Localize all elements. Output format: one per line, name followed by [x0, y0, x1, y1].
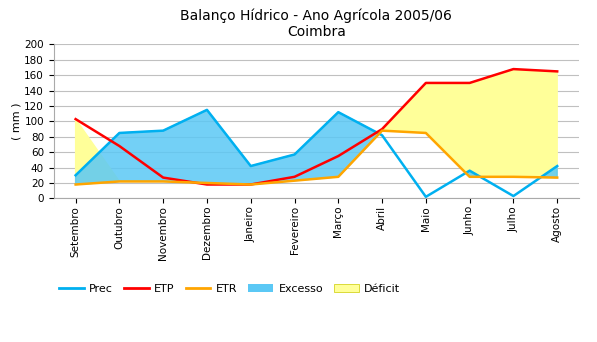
ETR	[378, 129, 386, 133]
Prec	[335, 110, 342, 114]
Prec	[204, 108, 211, 112]
ETP	[291, 175, 298, 179]
Legend: Prec, ETP, ETR, Excesso, Déficit: Prec, ETP, ETR, Excesso, Déficit	[59, 284, 401, 294]
ETR	[247, 183, 254, 187]
Title: Balanço Hídrico - Ano Agrícola 2005/06
Coimbra: Balanço Hídrico - Ano Agrícola 2005/06 C…	[180, 9, 453, 39]
ETR	[335, 175, 342, 179]
ETP	[204, 183, 211, 187]
ETP	[72, 117, 79, 121]
ETR	[422, 131, 429, 135]
ETP	[510, 67, 517, 71]
ETR	[466, 175, 473, 179]
ETP	[247, 183, 254, 187]
ETP	[422, 81, 429, 85]
Prec	[466, 169, 473, 173]
ETR	[159, 180, 167, 184]
ETR	[291, 179, 298, 183]
Prec	[291, 153, 298, 157]
Prec	[116, 131, 123, 135]
Prec	[247, 164, 254, 168]
ETP	[553, 69, 561, 74]
Prec	[510, 194, 517, 198]
ETP	[116, 144, 123, 148]
Prec	[72, 173, 79, 177]
ETP	[378, 127, 386, 131]
Line: ETP: ETP	[76, 69, 557, 185]
Prec	[378, 133, 386, 137]
ETP	[335, 154, 342, 158]
Prec	[159, 129, 167, 133]
ETR	[116, 180, 123, 184]
Y-axis label: ( mm ): ( mm )	[11, 103, 21, 140]
ETR	[510, 175, 517, 179]
ETP	[466, 81, 473, 85]
Line: Prec: Prec	[76, 110, 557, 197]
Line: ETR: ETR	[76, 131, 557, 185]
Prec	[553, 164, 561, 168]
ETR	[72, 183, 79, 187]
Prec	[422, 195, 429, 199]
ETR	[204, 181, 211, 185]
ETR	[553, 175, 561, 180]
ETP	[159, 175, 167, 180]
